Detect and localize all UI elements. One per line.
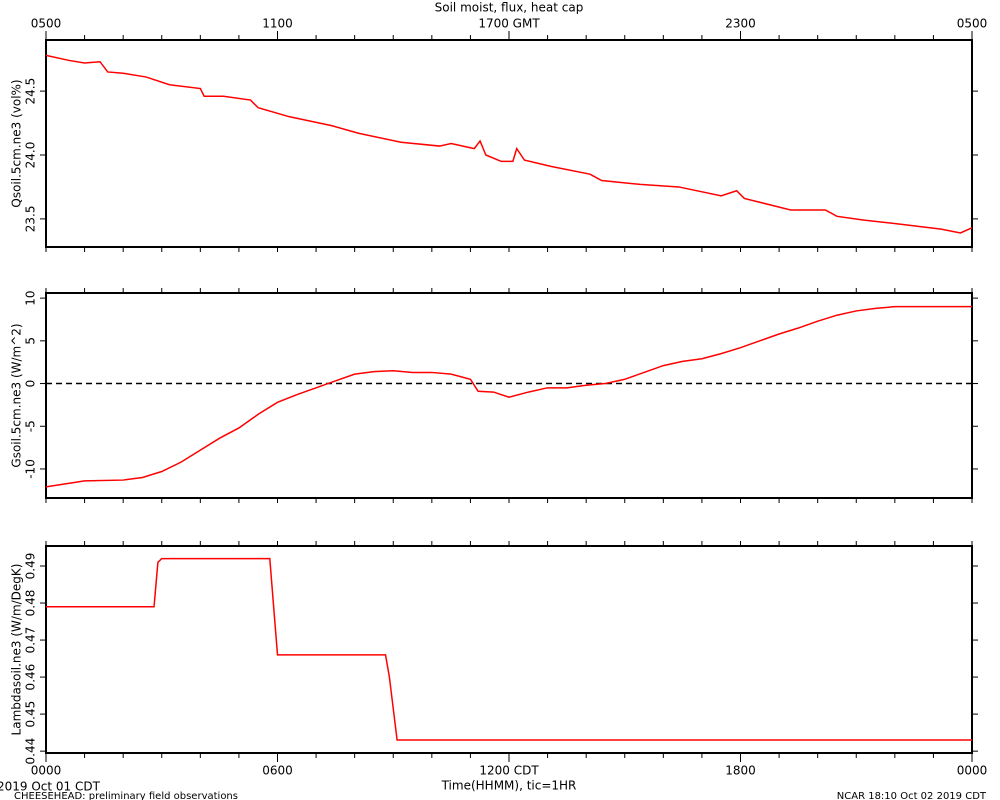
x-tick-label: 1800 (725, 764, 756, 778)
y-tick-label: 0 (24, 380, 38, 388)
data-line (46, 557, 972, 741)
x2-tick-label: 2300 (725, 17, 756, 31)
y-tick-label: 0.44 (24, 738, 38, 765)
y-axis-label: Gsoil.5cm.ne3 (W/m^2) (10, 323, 24, 467)
y-axis-label: Qsoil.5cm.ne3 (vol%) (10, 79, 24, 207)
y-tick-label: 0.48 (24, 590, 38, 617)
chart-title: Soil moist, flux, heat cap (435, 1, 584, 15)
y-tick-label: 24.5 (24, 78, 38, 105)
x-tick-label: 0600 (262, 764, 293, 778)
y-tick-label: 23.5 (24, 206, 38, 233)
x-tick-label: 0000 (957, 764, 988, 778)
date-label: 2019 Oct 01 CDT (0, 780, 101, 794)
x2-tick-label: 1700 GMT (478, 17, 540, 31)
y-tick-label: -5 (24, 420, 38, 432)
plot-frame (45, 292, 973, 499)
data-line (45, 305, 972, 488)
plot-frame (45, 545, 973, 754)
project-label: CHEESEHEAD: preliminary field observatio… (14, 791, 238, 800)
x-axis-label: Time(HHMM), tic=1HR (441, 779, 577, 793)
x2-tick-label: 0500 (31, 17, 62, 31)
y-tick-label: 10 (24, 290, 38, 305)
x-tick-label: 1200 CDT (479, 764, 539, 778)
plot-frame (45, 39, 973, 248)
y-tick-label: -10 (24, 459, 38, 479)
credit-label: NCAR 18:10 Oct 02 2019 CDT (837, 791, 987, 800)
y-axis-label: Lambdasoil.ne3 (W/m/DegK) (10, 564, 24, 736)
x-tick-label: 0000 (31, 764, 62, 778)
y-tick-label: 0.45 (24, 701, 38, 728)
y-tick-label: 0.47 (24, 627, 38, 654)
y-tick-label: 5 (24, 337, 38, 345)
y-tick-label: 0.46 (24, 664, 38, 691)
y-tick-label: 24.0 (24, 142, 38, 169)
x2-tick-label: 0500 (957, 17, 988, 31)
x2-tick-label: 1100 (262, 17, 293, 31)
y-tick-label: 0.49 (24, 553, 38, 580)
data-line (45, 54, 973, 234)
